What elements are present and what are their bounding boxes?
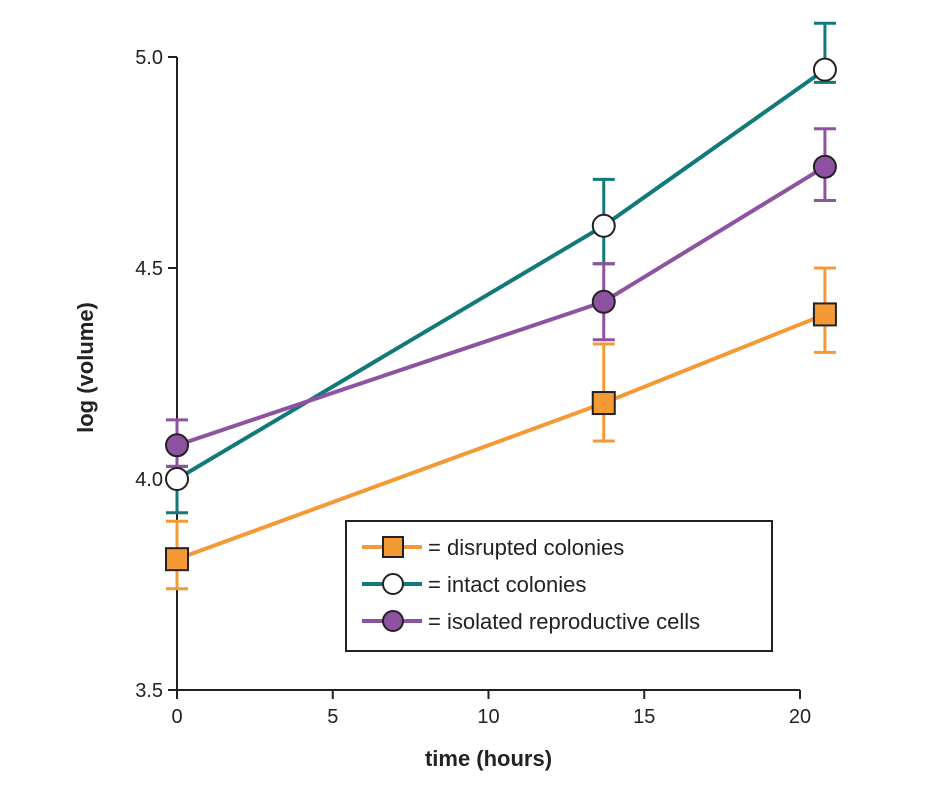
legend-items: = disrupted colonies = intact colonies = i… [362,535,700,634]
x-tick-label: 10 [477,706,499,728]
y-tick-label: 4.5 [135,258,163,280]
markers-disrupted-colonies [165,302,837,572]
series-line-isolated-reproductive-cells [176,165,826,448]
data-point-intact-colonies [812,57,837,82]
x-axis-title: time (hours) [425,746,552,771]
legend-swatch-marker [382,573,404,595]
y-axis-title: log (volume) [73,302,98,433]
legend-swatch-marker [382,610,404,632]
data-point-intact-colonies [165,467,189,491]
data-point-disrupted-colonies [165,547,189,572]
legend-item-intact-colonies: = intact colonies [362,572,586,597]
legend-label: = isolated reproductive cells [428,609,700,634]
series-layer [165,21,837,591]
y-tick-label: 3.5 [135,680,163,702]
series-isolated-reproductive-cells [166,127,836,468]
data-point-intact-colonies [591,213,616,238]
data-point-disrupted-colonies [591,391,616,416]
data-point-disrupted-colonies [812,302,837,327]
legend-swatch-marker [382,536,404,558]
markers-intact-colonies [165,57,837,491]
x-tick-label: 15 [633,706,655,728]
data-point-isolated-reproductive-cells [812,154,837,179]
x-tick-label: 0 [171,706,182,728]
x-tick-label: 20 [789,706,811,728]
legend-label: = disrupted colonies [428,535,624,560]
legend-label: = intact colonies [428,572,586,597]
x-tick-label: 5 [327,706,338,728]
y-tick-label: 5.0 [135,47,163,69]
legend: = disrupted colonies = intact colonies = i… [345,520,773,652]
y-axis-ticks: 3.5 4.0 4.5 5.0 [135,47,177,702]
legend-item-isolated-reproductive-cells: = isolated reproductive cells [362,609,700,634]
data-point-isolated-reproductive-cells [165,433,189,458]
x-axis-ticks: 0 5 10 15 20 [171,690,811,728]
y-tick-label: 4.0 [135,469,163,491]
legend-item-disrupted-colonies: = disrupted colonies [362,535,624,560]
markers-isolated-reproductive-cells [165,154,837,458]
data-point-isolated-reproductive-cells [591,289,616,314]
series-line-intact-colonies [175,68,827,481]
axes: 3.5 4.0 4.5 5.0 0 5 10 15 20 time (hours) log (… [73,47,811,771]
